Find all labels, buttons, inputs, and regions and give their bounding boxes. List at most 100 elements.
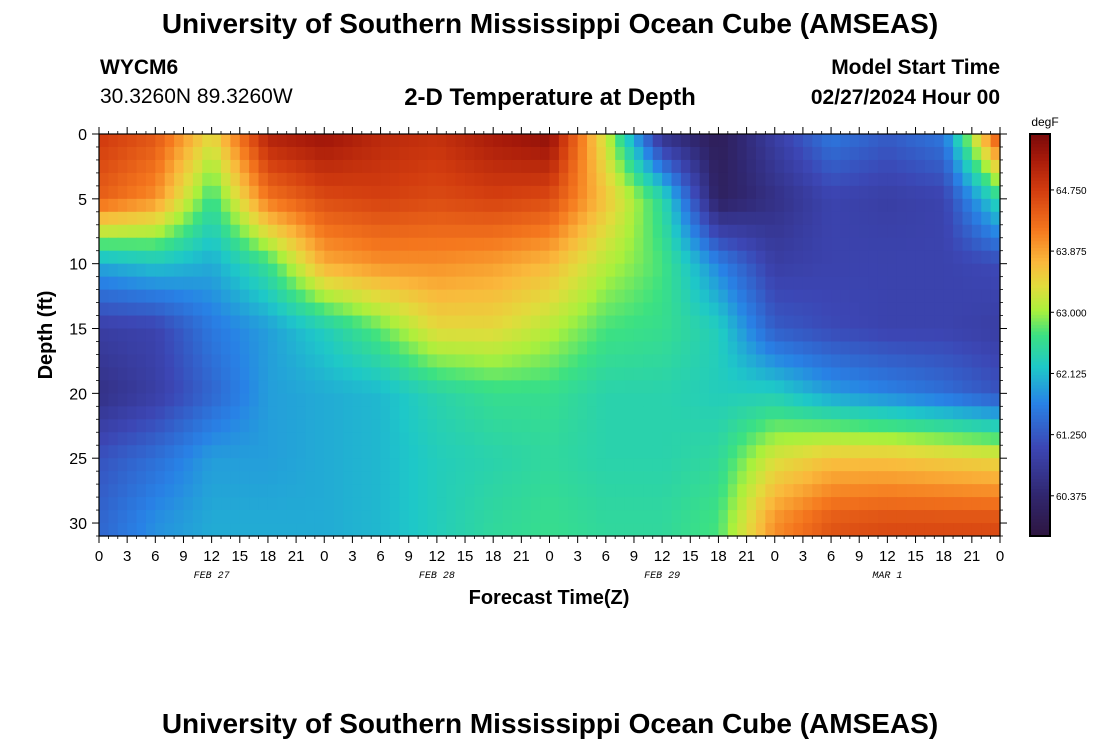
heatmap-cell <box>155 159 166 174</box>
heatmap-cell <box>389 484 400 498</box>
heatmap-cell <box>746 185 757 200</box>
heatmap-cell <box>831 224 842 239</box>
heatmap-cell <box>549 263 560 278</box>
heatmap-cell <box>971 510 982 524</box>
heatmap-cell <box>549 510 560 524</box>
heatmap-cell <box>258 484 269 498</box>
heatmap-cell <box>371 276 382 291</box>
heatmap-cell <box>230 237 241 252</box>
heatmap-cell <box>924 406 935 420</box>
heatmap-cell <box>896 134 907 148</box>
heatmap-cell <box>136 445 147 459</box>
heatmap-cell <box>145 445 156 459</box>
heatmap-cell <box>296 172 307 187</box>
colorbar-segment <box>1030 418 1050 423</box>
heatmap-cell <box>971 445 982 459</box>
heatmap-cell <box>352 224 363 239</box>
heatmap-cell <box>427 523 438 537</box>
heatmap-cell <box>699 406 710 420</box>
y-tick-label: 25 <box>69 451 87 468</box>
heatmap-cell <box>577 497 588 511</box>
heatmap-cell <box>521 146 532 161</box>
heatmap-cell <box>849 276 860 291</box>
heatmap-cell <box>793 497 804 511</box>
heatmap-cell <box>239 198 250 213</box>
heatmap-cell <box>99 172 109 187</box>
heatmap-cell <box>671 146 682 161</box>
heatmap-cell <box>305 432 316 446</box>
heatmap-cell <box>183 484 194 498</box>
heatmap-cell <box>737 211 748 226</box>
heatmap-cell <box>493 510 504 524</box>
heatmap-cell <box>446 406 457 420</box>
heatmap-cell <box>549 134 560 148</box>
heatmap-cell <box>971 276 982 291</box>
heatmap-cell <box>127 484 138 498</box>
heatmap-cell <box>474 380 485 394</box>
heatmap-cell <box>183 263 194 278</box>
heatmap-cell <box>755 393 766 407</box>
heatmap-cell <box>286 419 297 433</box>
heatmap-cell <box>380 263 391 278</box>
heatmap-cell <box>671 276 682 291</box>
heatmap-cell <box>221 315 231 330</box>
heatmap-cell <box>605 445 616 459</box>
heatmap-cell <box>249 250 260 265</box>
heatmap-cell <box>136 406 147 420</box>
heatmap-cell <box>690 510 701 524</box>
heatmap-cell <box>202 341 213 356</box>
heatmap-cell <box>314 237 325 252</box>
heatmap-cell <box>164 276 175 291</box>
heatmap-cell <box>446 393 457 407</box>
heatmap-cell <box>953 134 964 148</box>
heatmap-cell <box>605 393 616 407</box>
heatmap-cell <box>896 380 907 394</box>
heatmap-cell <box>821 315 832 330</box>
heatmap-cell <box>521 458 532 472</box>
heatmap-cell <box>502 302 513 317</box>
heatmap-cell <box>821 419 832 433</box>
heatmap-cell <box>615 497 626 511</box>
heatmap-cell <box>108 510 119 524</box>
heatmap-cell <box>727 276 738 291</box>
colorbar-frame <box>1029 133 1051 537</box>
heatmap-cell <box>521 354 532 369</box>
heatmap-cell <box>408 211 419 226</box>
heatmap-cell <box>699 432 710 446</box>
heatmap-cell <box>446 250 457 265</box>
heatmap-cell <box>408 406 419 420</box>
heatmap-cell <box>652 198 663 213</box>
heatmap-cell <box>474 224 485 239</box>
heatmap-cell <box>530 341 541 356</box>
heatmap-cell <box>568 263 579 278</box>
heatmap-cell <box>596 380 607 394</box>
heatmap-cell <box>699 393 710 407</box>
heatmap-cell <box>502 406 513 420</box>
heatmap-cell <box>962 380 973 394</box>
heatmap-cell <box>511 224 522 239</box>
heatmap-cell <box>371 315 382 330</box>
heatmap-cell <box>652 328 663 343</box>
heatmap-cell <box>615 198 626 213</box>
heatmap-cell <box>145 471 156 485</box>
heatmap-cell <box>831 185 842 200</box>
heatmap-cell <box>774 497 785 511</box>
heatmap-cell <box>924 134 935 148</box>
heatmap-cell <box>249 380 260 394</box>
heatmap-cell <box>127 250 138 265</box>
heatmap-cell <box>352 134 363 148</box>
heatmap-cell <box>155 367 166 381</box>
heatmap-cell <box>755 250 766 265</box>
heatmap-cell <box>446 302 457 317</box>
station-id: WYCM6 <box>100 56 179 79</box>
heatmap-cell <box>962 134 973 148</box>
heatmap-cell <box>502 341 513 356</box>
heatmap-cell <box>587 134 598 148</box>
heatmap-cell <box>521 406 532 420</box>
heatmap-cell <box>521 159 532 174</box>
heatmap-cell <box>671 354 682 369</box>
heatmap-cell <box>831 289 842 304</box>
heatmap-cell <box>249 237 260 252</box>
heatmap-cell <box>662 341 673 356</box>
heatmap-cell <box>521 315 532 330</box>
